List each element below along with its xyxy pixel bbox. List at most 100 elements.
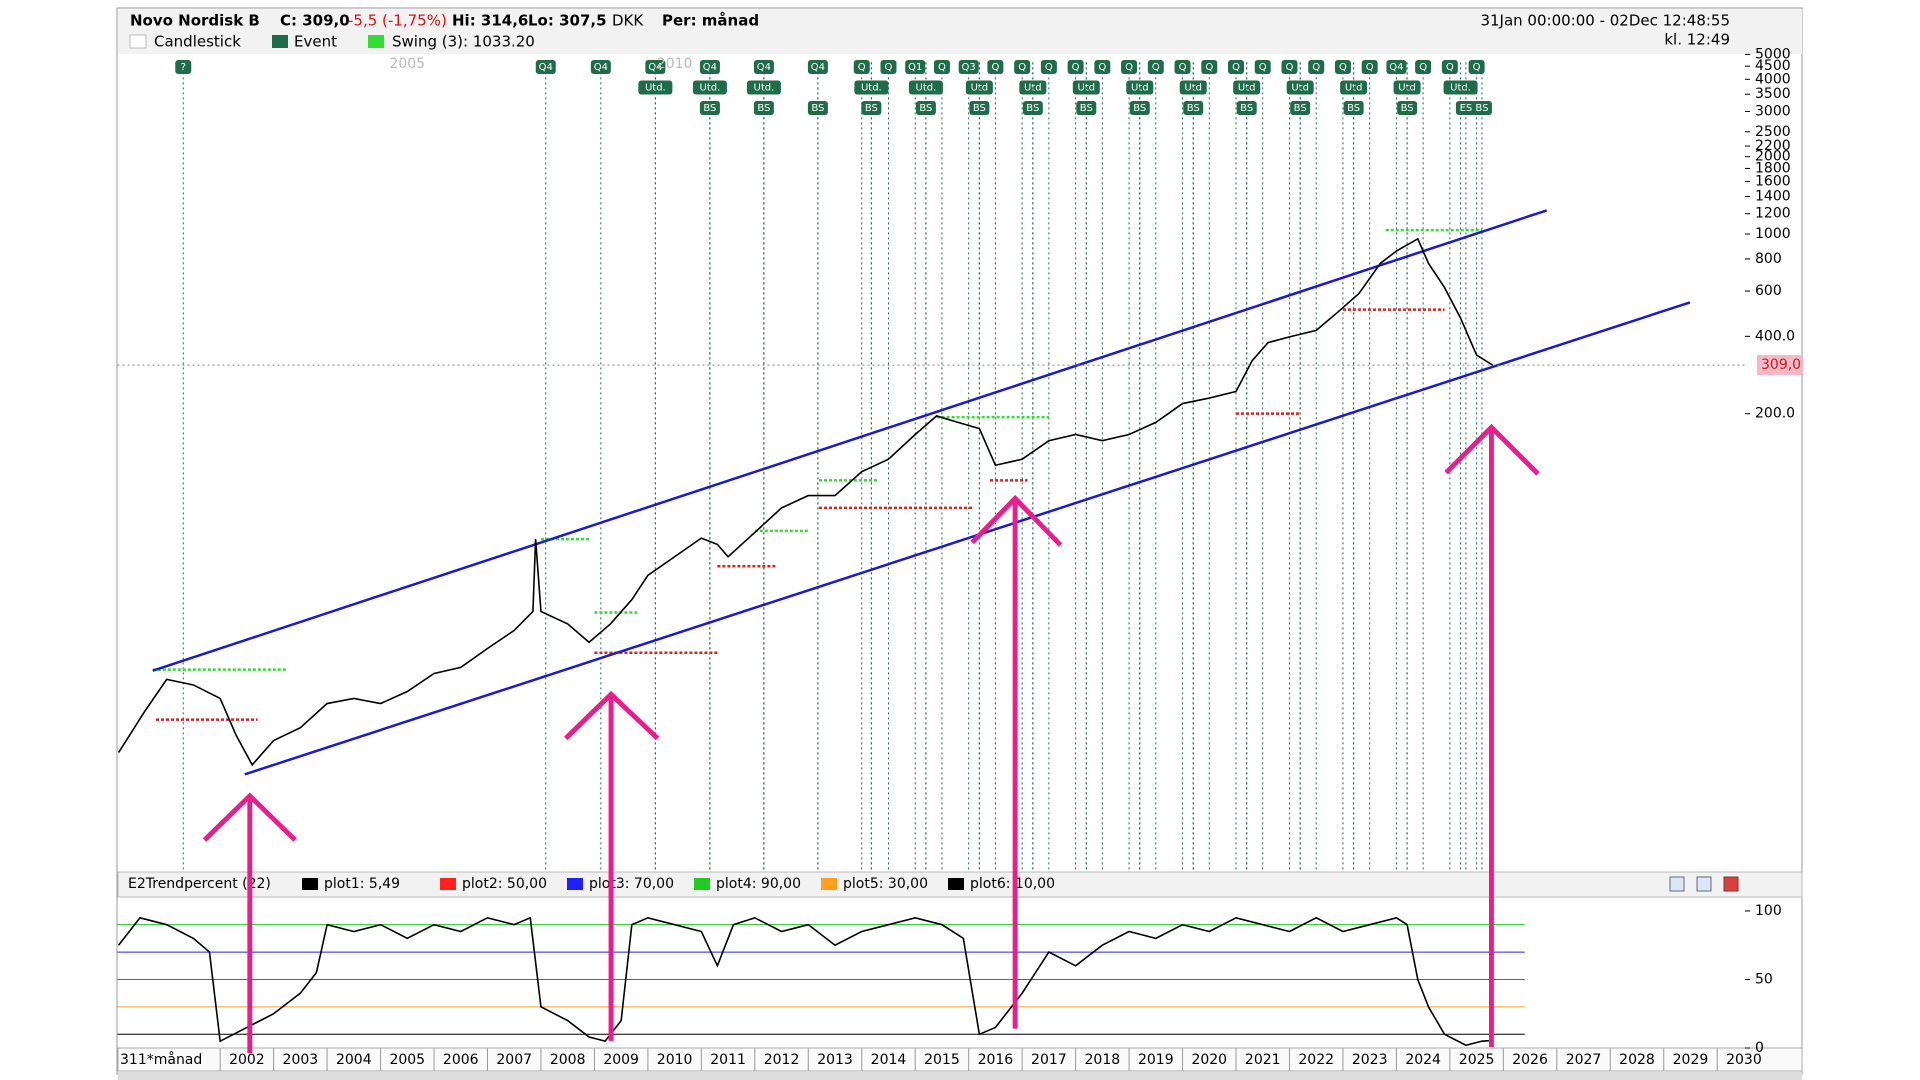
trendline xyxy=(152,209,1548,672)
event-badge xyxy=(905,60,926,74)
x-tick-label: 2006 xyxy=(443,1052,479,1068)
event-label: Q xyxy=(1152,62,1160,73)
icon-button[interactable] xyxy=(1669,876,1685,892)
event-label: BS xyxy=(1475,103,1488,114)
event-badge xyxy=(807,60,828,74)
x-tick-label: 2027 xyxy=(1566,1052,1602,1068)
x-tick-label: 2002 xyxy=(229,1052,265,1068)
event-badge xyxy=(753,101,774,115)
y-tick-label: 400.0 xyxy=(1755,328,1795,344)
event-label: BS xyxy=(1133,103,1146,114)
x-tick-label: 2003 xyxy=(283,1052,319,1068)
event-badge xyxy=(1129,101,1150,115)
legend-swatch xyxy=(440,878,456,890)
legend-item: plot4: 90,00 xyxy=(716,876,801,892)
close: C: 309,0 xyxy=(280,12,350,30)
x-tick-label: 2011 xyxy=(710,1052,746,1068)
event-label: Q xyxy=(1366,62,1374,73)
legend-item[interactable]: Swing (3): 1033.20 xyxy=(392,33,535,51)
y-tick-label: 200.0 xyxy=(1755,406,1795,422)
x-tick-label: 2021 xyxy=(1245,1052,1281,1068)
event-badge xyxy=(1281,60,1298,74)
x-tick-label: 2016 xyxy=(978,1052,1014,1068)
x-tick-label: 2019 xyxy=(1138,1052,1174,1068)
event-label: BS xyxy=(865,103,878,114)
event-badge xyxy=(987,60,1004,74)
top-year-label: 2005 xyxy=(389,56,425,72)
event-label: Utd. xyxy=(645,83,666,94)
event-badge xyxy=(1174,60,1191,74)
high: Hi: 314,6 xyxy=(452,12,528,30)
x-tick-label: 2026 xyxy=(1512,1052,1548,1068)
last-price-label: 309,0 xyxy=(1761,357,1801,373)
currency: DKK xyxy=(612,12,644,30)
x-tick-label: 2023 xyxy=(1352,1052,1388,1068)
event-badge xyxy=(1183,101,1204,115)
y-tick-label: 600 xyxy=(1755,283,1782,299)
event-badge xyxy=(933,60,950,74)
legend-swatch xyxy=(129,34,147,49)
event-badge xyxy=(175,60,192,74)
event-label: Q xyxy=(1446,62,1454,73)
event-label: ES xyxy=(1460,103,1473,114)
scrollbar[interactable] xyxy=(118,1072,1802,1080)
y-tick-label: 5000 xyxy=(1755,46,1791,62)
y-tick-label: 4000 xyxy=(1755,71,1791,87)
event-badge xyxy=(969,101,990,115)
event-badge xyxy=(1228,60,1245,74)
y-tick-label: 1200 xyxy=(1755,206,1791,222)
x-axis-label: 311*månad xyxy=(120,1051,202,1068)
event-badge xyxy=(1040,60,1057,74)
event-label: Q xyxy=(1045,62,1053,73)
y-tick-label: 800 xyxy=(1755,251,1782,267)
event-label: Q1 xyxy=(908,62,922,73)
x-tick-label: 2013 xyxy=(817,1052,853,1068)
y-tick-label: 4500 xyxy=(1755,58,1791,74)
event-label: Q xyxy=(938,62,946,73)
event-label: BS xyxy=(919,103,932,114)
x-tick-label: 2010 xyxy=(657,1052,693,1068)
event-label: Q xyxy=(1473,62,1481,73)
low: Lo: 307,5 xyxy=(528,12,607,30)
event-badge xyxy=(958,60,979,74)
event-label: Q xyxy=(858,62,866,73)
event-label: Q xyxy=(991,62,999,73)
event-label: Q xyxy=(1098,62,1106,73)
event-badge xyxy=(1415,60,1432,74)
event-badge xyxy=(1468,60,1485,74)
instrument-name: Novo Nordisk B xyxy=(130,12,260,30)
event-label: ? xyxy=(181,62,186,73)
event-label: Q xyxy=(1018,62,1026,73)
close-button[interactable] xyxy=(1723,876,1739,892)
y-tick-label: 1600 xyxy=(1755,174,1791,190)
indicator-title: E2Trendpercent (22) xyxy=(128,876,271,892)
icon-button[interactable] xyxy=(1696,876,1712,892)
legend-item: plot1: 5,49 xyxy=(324,876,400,892)
y-tick-label: 3000 xyxy=(1755,103,1791,119)
x-tick-label: 2008 xyxy=(550,1052,586,1068)
event-label: BS xyxy=(703,103,716,114)
y-tick-label: 0 xyxy=(1755,1040,1764,1056)
event-badge xyxy=(807,101,828,115)
event-badge xyxy=(590,60,611,74)
legend-swatch xyxy=(368,35,384,48)
legend-item[interactable]: Candlestick xyxy=(154,33,241,51)
event-badge xyxy=(645,60,666,74)
y-tick-label: 1000 xyxy=(1755,226,1791,242)
event-badge xyxy=(1290,101,1311,115)
event-badge xyxy=(1441,60,1458,74)
x-axis-bar xyxy=(117,1047,1803,1072)
event-label: BS xyxy=(1347,103,1360,114)
x-tick-label: 2030 xyxy=(1726,1052,1762,1068)
legend-item[interactable]: Event xyxy=(294,33,337,51)
event-label: Q xyxy=(1072,62,1080,73)
event-badge xyxy=(1236,101,1257,115)
event-badge xyxy=(853,60,870,74)
event-label: Q xyxy=(885,62,893,73)
event-badge xyxy=(1076,101,1097,115)
event-badge xyxy=(1014,60,1031,74)
event-badge xyxy=(915,101,936,115)
event-badge xyxy=(699,101,720,115)
x-tick-label: 2004 xyxy=(336,1052,372,1068)
